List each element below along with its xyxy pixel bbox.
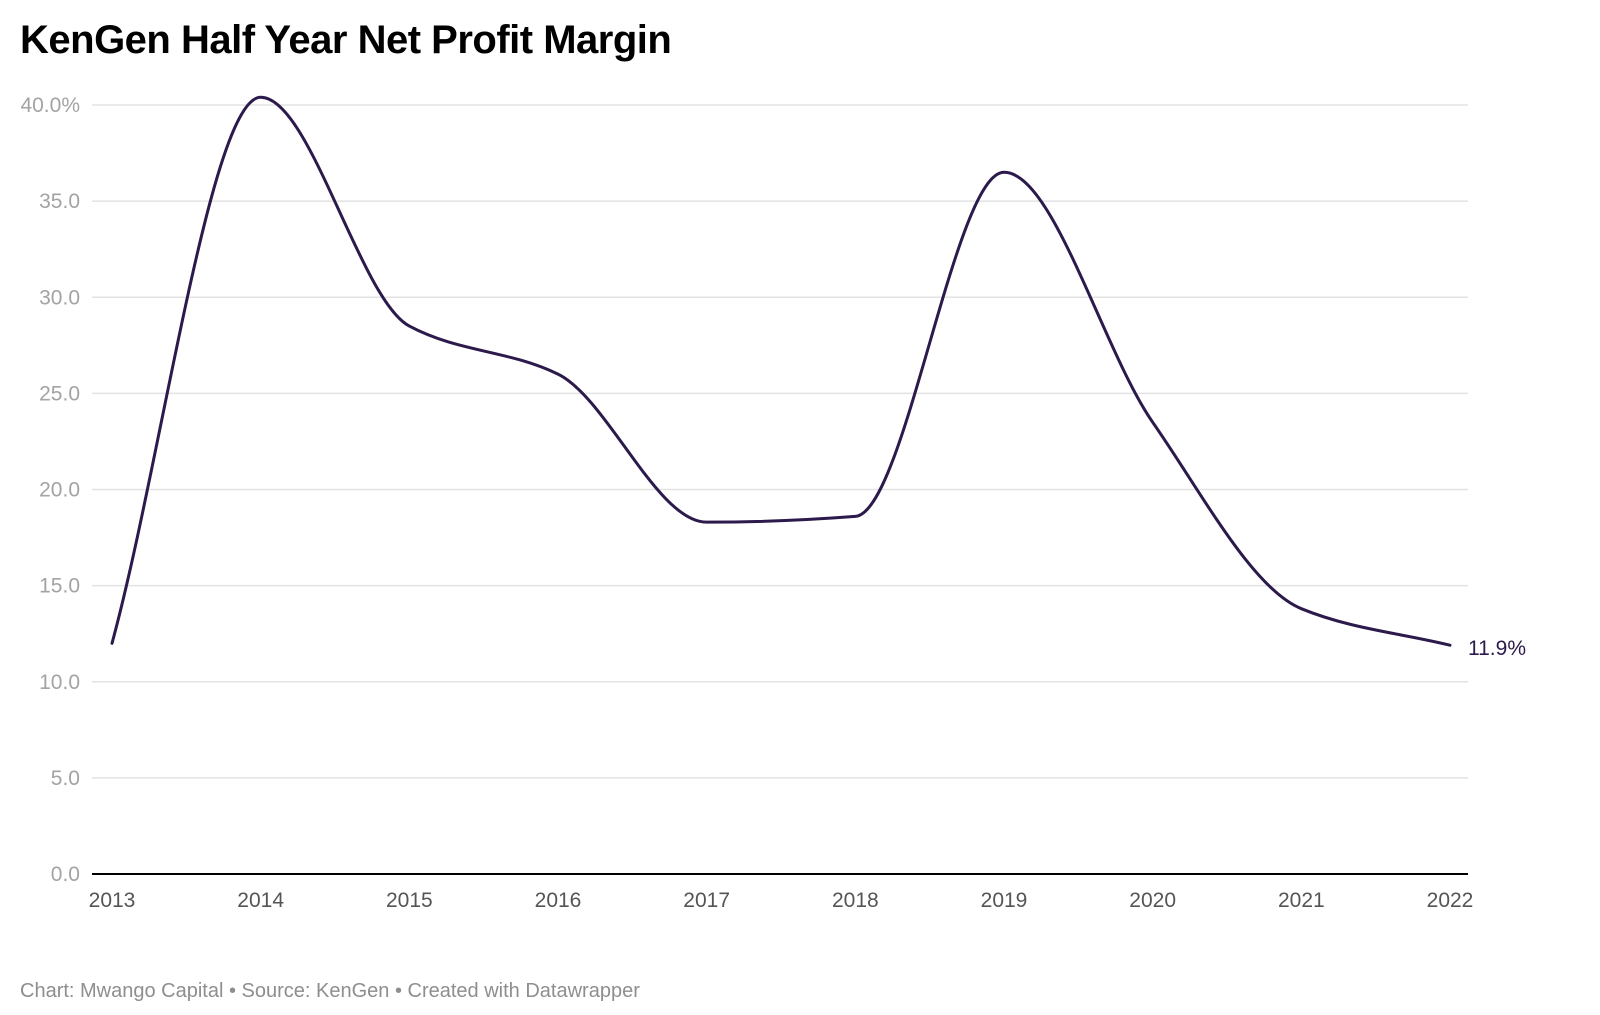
- x-tick-label: 2017: [683, 889, 730, 912]
- y-tick-label: 35.0: [39, 190, 80, 213]
- y-tick-label: 15.0: [39, 575, 80, 598]
- y-tick-label: 5.0: [51, 767, 80, 790]
- grid-lines: [92, 104, 1468, 779]
- y-tick-label: 40.0%: [20, 94, 80, 117]
- x-tick-label: 2014: [237, 889, 284, 912]
- y-tick-label: 10.0: [39, 671, 80, 694]
- x-tick-label: 2018: [832, 889, 879, 912]
- y-tick-label: 30.0: [39, 286, 80, 309]
- series-line: [110, 95, 1452, 647]
- x-tick-label: 2020: [1129, 889, 1176, 912]
- y-tick-label: 25.0: [39, 382, 80, 405]
- y-tick-label: 0.0: [51, 863, 80, 886]
- x-tick-label: 2016: [535, 889, 582, 912]
- chart-footer: Chart: Mwango Capital • Source: KenGen •…: [20, 980, 640, 1002]
- x-tick-label: 2022: [1427, 889, 1474, 912]
- end-value-label: 11.9%: [1468, 637, 1526, 660]
- chart-title: KenGen Half Year Net Profit Margin: [20, 18, 672, 62]
- x-tick-label: 2019: [981, 889, 1028, 912]
- x-tick-label: 2015: [386, 889, 433, 912]
- x-axis-labels: 2013 2014 2015 2016 2017 2018 2019 2020 2021 2022: [89, 889, 1474, 912]
- y-axis-labels: 0.0 5.0 10.0 15.0 20.0 25.0 30.0 35.0 40.0%: [20, 94, 80, 886]
- x-tick-label: 2021: [1278, 889, 1325, 912]
- y-tick-label: 20.0: [39, 479, 80, 502]
- x-tick-label: 2013: [89, 889, 136, 912]
